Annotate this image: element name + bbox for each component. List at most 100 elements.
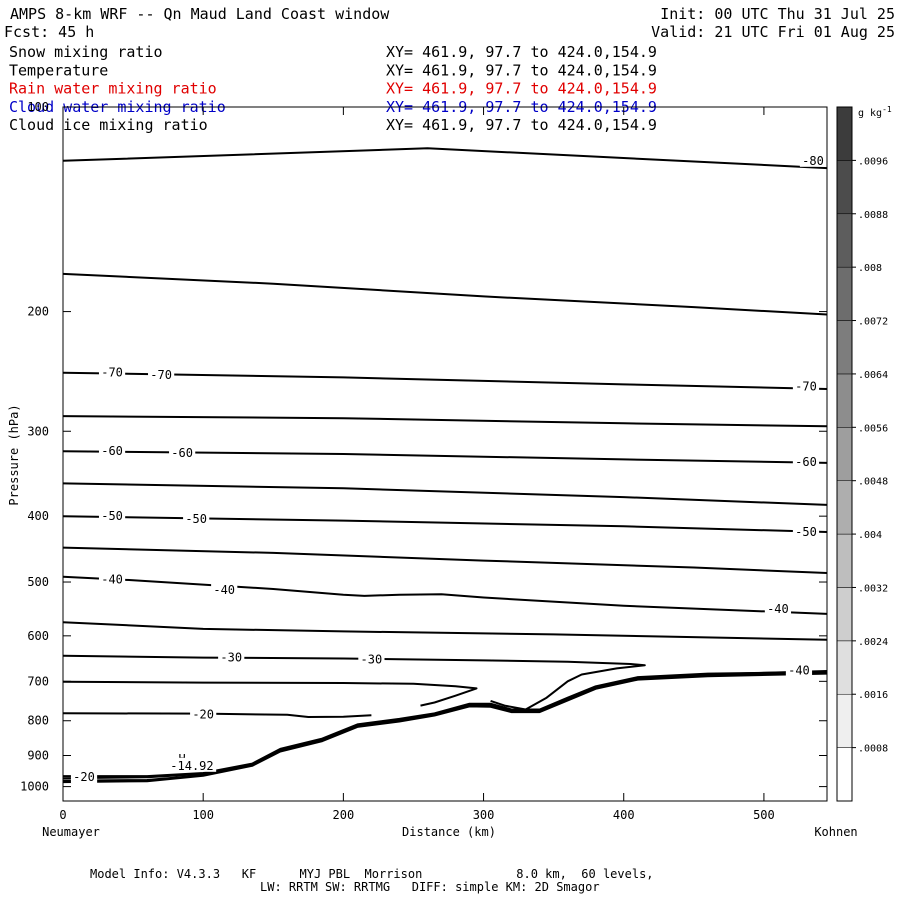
y-axis-label: Pressure (hPa) <box>7 404 21 505</box>
x-tick-label: 500 <box>753 808 775 822</box>
contour-label: -20 <box>73 770 95 784</box>
x-end-label: Kohnen <box>814 825 857 839</box>
forecast-hour: Fcst: 45 h <box>4 23 94 41</box>
y-tick-label: 800 <box>27 714 49 728</box>
footer-model-info: Model Info: V4.3.3 KF MYJ PBL Morrison 8… <box>90 867 654 881</box>
contour-labels: -80 -70 -70 -70 -60 -60 -60 -50 -50 -50 -40 -40 -40 -… <box>70 152 827 784</box>
field-name: Rain water mixing ratio <box>9 80 217 98</box>
contour-label: -70 <box>101 366 123 380</box>
colorbar-level-label: .0048 <box>858 477 888 488</box>
colorbar-level-label: .0088 <box>858 210 888 221</box>
contour-label-bg <box>98 508 126 523</box>
x-tick-label: 0 <box>59 808 66 822</box>
contour-label-bg <box>183 511 210 526</box>
temperature-contour-line <box>62 450 828 464</box>
contour-label: -50 <box>795 525 817 539</box>
colorbar: .0008 .0016 .0024 .0032 .004 .0048 .0056 .0064.… <box>836 106 888 802</box>
contour-label-bg <box>169 445 196 460</box>
contour-label-bg <box>98 571 126 586</box>
colorbar-box <box>836 160 853 215</box>
contour-label-bg <box>764 601 792 616</box>
colorbar-box <box>836 747 853 802</box>
colorbar-box <box>836 373 853 428</box>
colorbar-level-label: .0072 <box>858 317 888 328</box>
colorbar-level-label: .0016 <box>858 690 888 701</box>
temperature-contour-line <box>62 621 828 641</box>
temperature-contour-line <box>62 272 828 316</box>
x-tick-label: 100 <box>192 808 214 822</box>
field-name: Snow mixing ratio <box>9 43 163 61</box>
temperature-contour-line <box>62 712 372 718</box>
contour-label: -20 <box>192 707 214 721</box>
y-tick-label: 1000 <box>20 780 49 794</box>
contour-label-bg <box>358 651 385 666</box>
colorbar-level-label: .0056 <box>858 423 888 434</box>
y-tick-label: 900 <box>27 749 49 763</box>
contour-label: -70 <box>795 380 817 394</box>
x-axis-ticks: 0 100 200 300 400 500 <box>59 107 775 822</box>
y-tick-label: 400 <box>27 509 49 523</box>
temperature-contour-line <box>62 546 828 574</box>
temperature-contour-line <box>62 672 828 784</box>
fields-legend: Snow mixing ratio XY= 461.9, 97.7 to 424.… <box>9 43 657 134</box>
colorbar-level-label: .0024 <box>858 637 888 648</box>
contour-label-bg <box>792 378 820 393</box>
colorbar-box <box>836 320 853 375</box>
colorbar-level-label: .0032 <box>858 583 888 594</box>
y-tick-label: 500 <box>27 575 49 589</box>
contour-label: -40 <box>101 573 123 587</box>
valid-time: Valid: 21 UTC Fri 01 Aug 25 <box>651 23 895 41</box>
colorbar-box <box>836 640 853 695</box>
contour-label-bg <box>792 523 820 538</box>
colorbar-box <box>836 213 853 268</box>
colorbar-unit: g kg-1 <box>858 105 892 119</box>
contour-label-bg <box>792 454 820 469</box>
contour-label-bg <box>799 152 827 167</box>
temperature-contour-line <box>62 515 828 533</box>
contour-label-bg <box>190 706 217 721</box>
y-tick-label: 600 <box>27 629 49 643</box>
footer-physics-info: LW: RRTM SW: RRTMG DIFF: simple KM: 2D S… <box>260 880 600 894</box>
contour-label: -50 <box>185 512 207 526</box>
colorbar-box <box>836 427 853 481</box>
temperature-contour-line <box>62 482 828 506</box>
colorbar-level-label: .0064 <box>858 370 888 381</box>
contour-label-bg <box>167 757 217 772</box>
colorbar-level-label: .0096 <box>858 156 888 167</box>
contour-label: -40 <box>788 664 810 678</box>
colorbar-box <box>836 106 853 161</box>
contour-label: -50 <box>101 509 123 523</box>
contour-label-bg <box>218 649 245 664</box>
contour-label: -70 <box>150 368 172 382</box>
field-name: Temperature <box>9 61 108 79</box>
colorbar-box <box>836 266 853 321</box>
contour-label: -80 <box>802 154 824 168</box>
colorbar-level-label: .008 <box>858 263 882 274</box>
y-tick-label: 700 <box>27 674 49 688</box>
contour-label: -60 <box>795 455 817 469</box>
y-tick-label: 200 <box>27 305 49 319</box>
contour-label: -60 <box>101 444 123 458</box>
contour-label-bg <box>211 582 238 597</box>
colorbar-frame <box>836 106 853 802</box>
temperature-contour-line <box>62 415 828 428</box>
chart-title: AMPS 8-km WRF -- Qn Maud Land Coast wind… <box>10 5 390 23</box>
contour-label: -14.92 <box>170 759 213 773</box>
temperature-contour-line <box>62 575 828 615</box>
field-xy: XY= 461.9, 97.7 to 424.0,154.9 <box>386 43 657 61</box>
x-tick-label: 300 <box>473 808 495 822</box>
contour-label-bg <box>98 364 126 379</box>
contour-label-bg <box>98 443 126 458</box>
field-xy: XY= 461.9, 97.7 to 424.0,154.9 <box>386 80 657 98</box>
colorbar-box <box>836 480 853 535</box>
field-xy: XY= 461.9, 97.7 to 424.0,154.9 <box>386 61 657 79</box>
temperature-contours <box>62 147 828 784</box>
colorbar-level-label: .0008 <box>858 744 888 755</box>
contour-label: -60 <box>171 446 193 460</box>
x-start-label: Neumayer <box>42 825 100 839</box>
contour-label-bg <box>70 769 98 784</box>
temperature-contour-line <box>62 147 828 170</box>
y-tick-label: 100 <box>27 100 49 114</box>
temperature-contour-line <box>62 371 828 390</box>
